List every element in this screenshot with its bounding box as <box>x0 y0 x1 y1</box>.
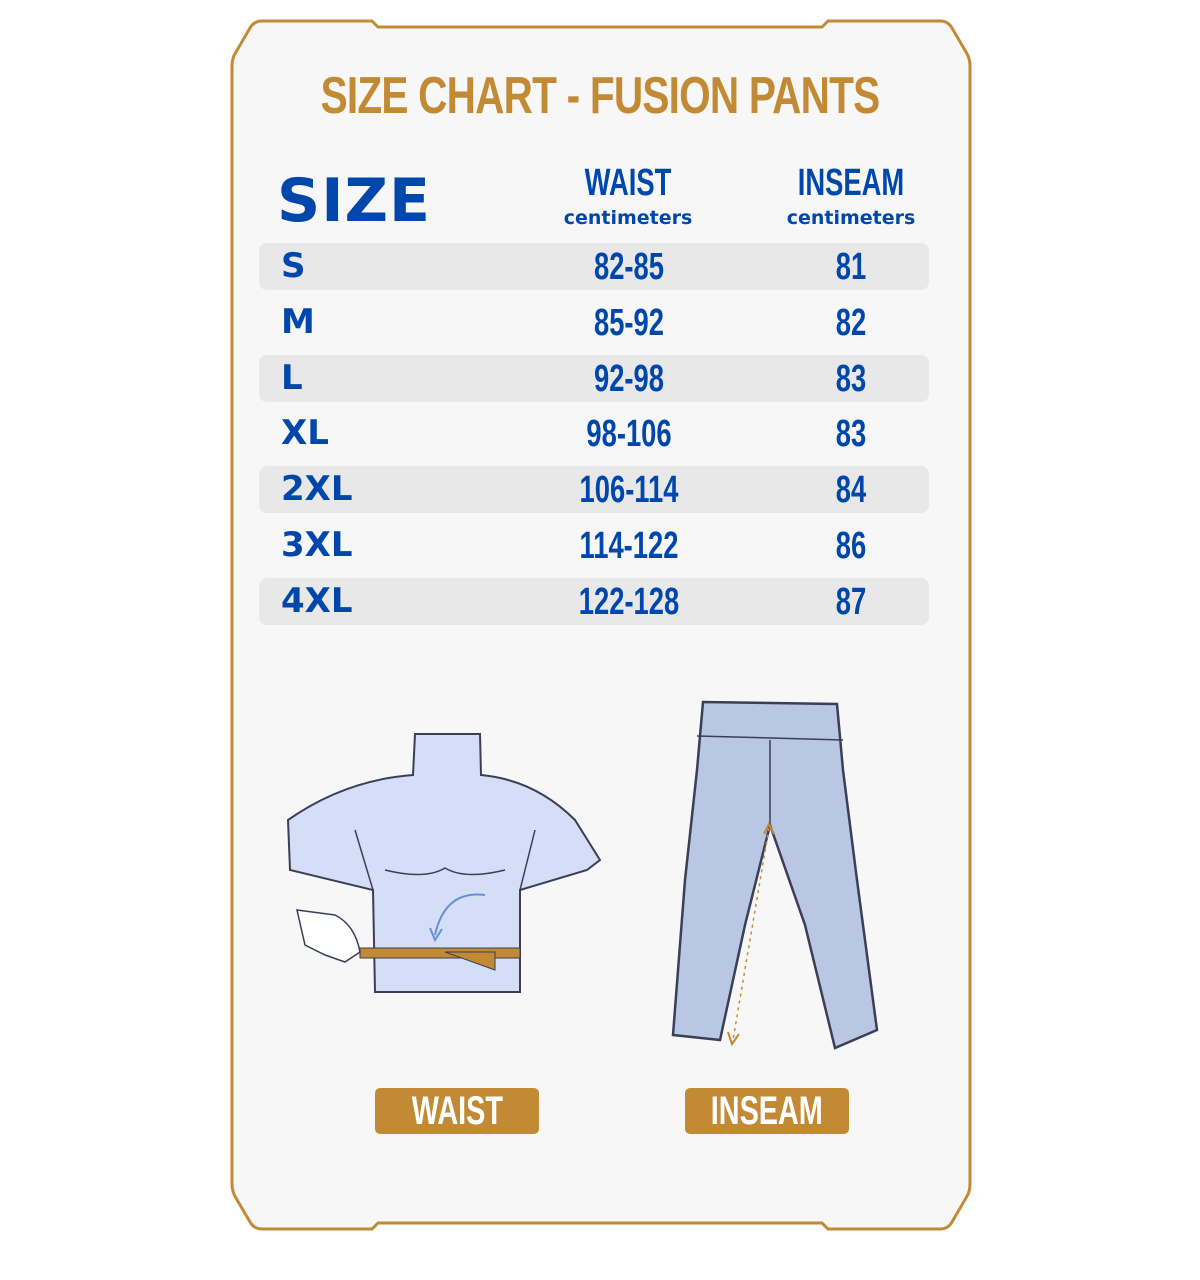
size-cell: M <box>281 302 315 342</box>
size-cell: XL <box>281 413 329 453</box>
inseam-cell: 83 <box>835 358 867 400</box>
waist-header-label: WAIST <box>584 162 672 204</box>
size-cell: 3XL <box>281 525 353 565</box>
inseam-cell: 86 <box>835 525 867 567</box>
size-cell: L <box>281 358 303 398</box>
inseam-label-badge: INSEAM <box>685 1088 849 1134</box>
size-cell: 2XL <box>281 469 353 509</box>
waist-cell: 106-114 <box>579 469 679 511</box>
size-column-header: SIZE <box>277 166 432 236</box>
size-cell: S <box>281 246 306 286</box>
inseam-cell: 84 <box>835 469 867 511</box>
inseam-cell: 82 <box>835 302 867 344</box>
inseam-cell: 87 <box>835 581 867 623</box>
waist-cell: 114-122 <box>579 525 679 567</box>
table-row: XL 98-106 83 <box>259 410 929 457</box>
waist-cell: 85-92 <box>594 302 664 344</box>
table-row: L 92-98 83 <box>259 355 929 402</box>
inseam-cell: 81 <box>835 246 867 288</box>
inseam-cell: 83 <box>835 413 867 455</box>
waist-cell: 82-85 <box>594 246 664 288</box>
waist-cell: 92-98 <box>594 358 664 400</box>
inseam-label-text: INSEAM <box>710 1089 824 1133</box>
inseam-measure-illustration <box>671 700 879 1050</box>
waist-cell: 98-106 <box>586 413 672 455</box>
size-cell: 4XL <box>281 581 353 621</box>
table-row: S 82-85 81 <box>259 243 929 290</box>
waist-column-header: WAIST centimeters <box>528 163 728 229</box>
page-title: SIZE CHART - FUSION PANTS <box>320 67 881 125</box>
waist-measure-illustration <box>286 733 602 993</box>
waist-header-unit: centimeters <box>563 207 693 229</box>
waist-cell: 122-128 <box>578 581 680 623</box>
waist-label-text: WAIST <box>411 1089 503 1133</box>
table-row: 3XL 114-122 86 <box>259 522 929 569</box>
inseam-header-unit: centimeters <box>786 207 916 229</box>
table-row: 2XL 106-114 84 <box>259 466 929 513</box>
table-row: M 85-92 82 <box>259 299 929 346</box>
table-row: 4XL 122-128 87 <box>259 578 929 625</box>
waist-label-badge: WAIST <box>375 1088 539 1134</box>
inseam-header-label: INSEAM <box>797 162 905 204</box>
inseam-column-header: INSEAM centimeters <box>751 163 951 229</box>
